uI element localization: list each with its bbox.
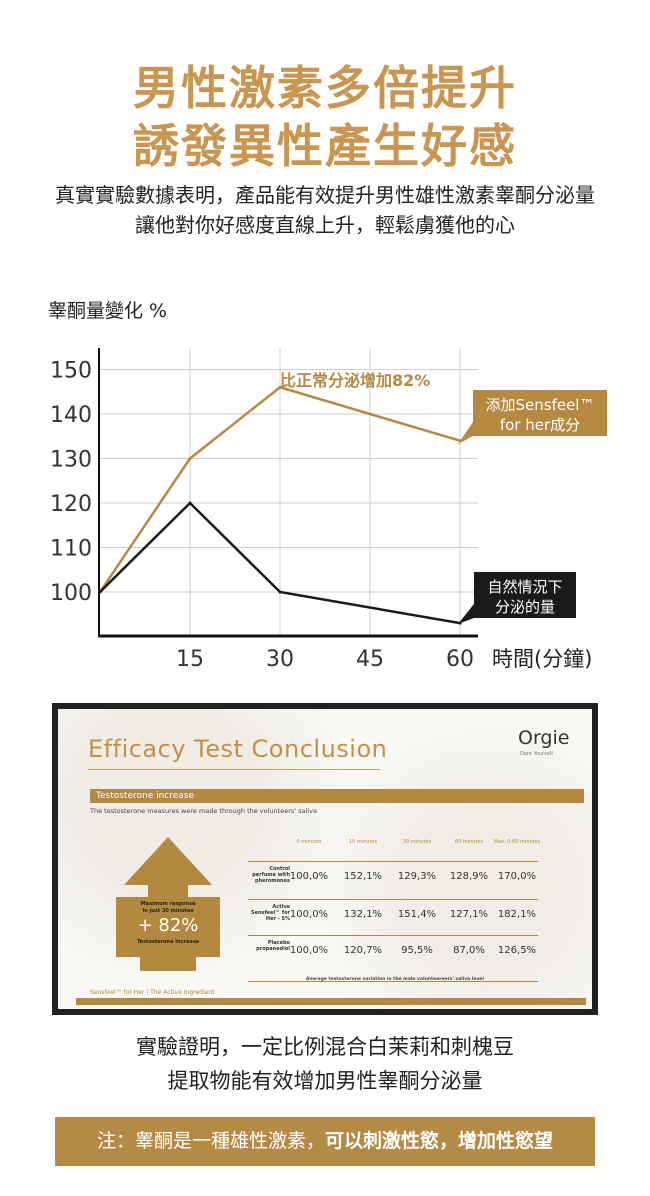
gold-callout-pointer [458, 422, 473, 444]
result-line-1: 實驗證明，一定比例混合白茉莉和刺槐豆 [136, 1035, 514, 1059]
table-row-divider [248, 899, 538, 900]
section-bar: Testosterone increase [90, 789, 584, 803]
table-cell: 100,0% [289, 945, 329, 956]
series-line-sensfeel [98, 385, 461, 593]
arrow-panel [116, 897, 220, 957]
line-chart: 100 110 120 130 140 150 15 30 45 60 時間(分鐘) 比正常分泌增加8… [50, 348, 607, 672]
data-point [278, 385, 282, 389]
arrow-base [140, 957, 196, 971]
x-tick-label: 45 [356, 647, 384, 672]
black-callout-box [474, 572, 576, 618]
table-cell: 152,1% [343, 871, 383, 882]
black-callout-line-1: 自然情況下 [487, 578, 562, 596]
black-callout-pointer [458, 604, 474, 624]
table-row-divider [248, 935, 538, 936]
card-bottom-bar [76, 998, 586, 1005]
note-banner: 注：睾酮是一種雄性激素，可以刺激性慾，增加性慾望 [55, 1117, 595, 1166]
arrow-text-3: Testosterone increase [136, 939, 200, 945]
table-cell: 120,7% [343, 945, 383, 956]
table-row-label: Active Sensfeel™ for Her - 5% [250, 904, 290, 922]
note-prefix: 注：睾酮是一種雄性激素， [96, 1130, 325, 1152]
table-cell: 170,0% [497, 871, 537, 882]
table-column-header: 60 minutes [454, 839, 484, 845]
table-cell: 95,5% [401, 945, 433, 956]
efficacy-card: Efficacy Test Conclusion Orgie Dare Your… [52, 703, 598, 1015]
table-column-header: 0 minutes [296, 839, 322, 845]
series-line-natural [99, 501, 461, 625]
arrow-percent: + 82% [137, 915, 199, 936]
table-row-divider [248, 861, 538, 862]
table-cell: 100,0% [289, 909, 329, 920]
y-tick-label: 110 [50, 537, 92, 562]
x-tick-label: 60 [446, 647, 474, 672]
gold-callout-line-2: for her成分 [500, 416, 580, 434]
table-row-label: Placebo propanediol [256, 940, 290, 952]
logo-tagline: Dare Yourself [520, 751, 554, 757]
card-title-underline [88, 769, 380, 770]
table-footnote: Average testosterone variation in the ma… [306, 977, 484, 982]
data-point [98, 590, 102, 594]
table-bottom-line [248, 981, 538, 982]
data-point [188, 501, 192, 505]
table-column-header: 15 minutes [348, 839, 378, 845]
peak-annotation: 比正常分泌增加82% [280, 371, 430, 390]
y-tick-label: 130 [50, 448, 92, 473]
y-tick-label: 120 [50, 492, 92, 517]
result-line-2: 提取物能有效增加男性睾酮分泌量 [167, 1069, 483, 1093]
x-tick-label: 30 [266, 647, 294, 672]
chart-y-label: 睾酮量變化 % [48, 300, 168, 322]
note-highlight: 可以刺激性慾，增加性慾望 [325, 1130, 554, 1152]
orgie-logo: Orgie [518, 727, 570, 749]
section-description: The testosterone measures were made thro… [90, 807, 317, 815]
data-point [188, 457, 192, 460]
table-row-label: Control perfume with pheromones [252, 866, 290, 884]
y-tick-label: 140 [50, 403, 92, 428]
subtitle-line-2: 讓他對你好感度直線上升，輕鬆虜獲他的心 [135, 213, 515, 237]
subtitle-line-1: 真實實驗數據表明，產品能有效提升男性雄性激素睾酮分泌量 [55, 183, 595, 207]
table-cell: 126,5% [497, 945, 537, 956]
table-cell: 127,1% [449, 909, 489, 920]
y-tick-label: 100 [50, 581, 92, 606]
table-cell: 182,1% [497, 909, 537, 920]
table-cell: 151,4% [397, 909, 437, 920]
title-line-2: 誘發異性產生好感 [133, 119, 517, 173]
table-column-header: 30 minutes [402, 839, 432, 845]
gold-callout-line-1: 添加Sensfeel™ [486, 396, 595, 414]
x-tick-label: 15 [176, 647, 204, 672]
table-column-header: Max. 0-60 minutes [493, 839, 541, 845]
table-cell: 100,0% [289, 871, 329, 882]
y-tick-label: 150 [50, 359, 92, 384]
x-axis-label: 時間(分鐘) [492, 647, 592, 671]
arrow-text-2: in just 30 minutes [142, 908, 194, 914]
title-line-1: 男性激素多倍提升 [133, 61, 517, 115]
card-title: Efficacy Test Conclusion [88, 735, 388, 763]
table-cell: 132,1% [343, 909, 383, 920]
table-cell: 87,0% [453, 945, 485, 956]
table-cell: 129,3% [397, 871, 437, 882]
gold-callout-box [473, 390, 607, 436]
black-callout-line-2: 分泌的量 [495, 598, 555, 616]
card-bottom-text: Sensfeel™ for Her | The Active Ingredien… [90, 989, 215, 996]
data-point [278, 590, 282, 594]
table-cell: 128,9% [449, 871, 489, 882]
arrow-text-1: Maximum response [140, 901, 196, 907]
